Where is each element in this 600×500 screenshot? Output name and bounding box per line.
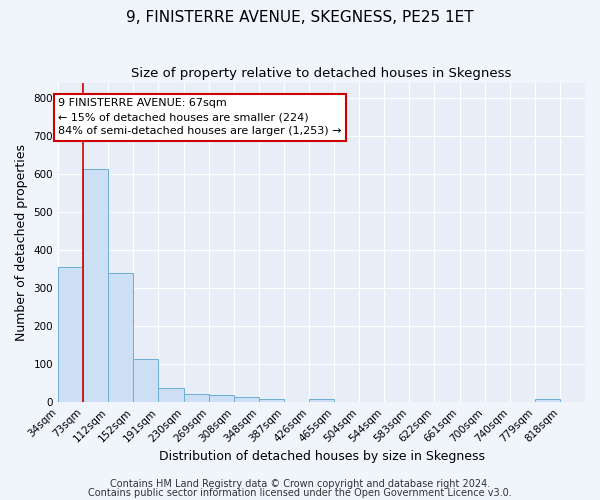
Title: Size of property relative to detached houses in Skegness: Size of property relative to detached ho… bbox=[131, 68, 512, 80]
Bar bbox=[133, 358, 158, 402]
Bar bbox=[108, 273, 133, 402]
Bar bbox=[58, 266, 83, 402]
Bar bbox=[259, 399, 284, 402]
Bar bbox=[158, 388, 184, 402]
Bar bbox=[83, 169, 108, 402]
Text: Contains HM Land Registry data © Crown copyright and database right 2024.: Contains HM Land Registry data © Crown c… bbox=[110, 479, 490, 489]
Bar bbox=[184, 394, 209, 402]
Text: Contains public sector information licensed under the Open Government Licence v3: Contains public sector information licen… bbox=[88, 488, 512, 498]
Bar bbox=[535, 399, 560, 402]
Text: 9, FINISTERRE AVENUE, SKEGNESS, PE25 1ET: 9, FINISTERRE AVENUE, SKEGNESS, PE25 1ET bbox=[126, 10, 474, 25]
Bar bbox=[309, 399, 334, 402]
Text: 9 FINISTERRE AVENUE: 67sqm
← 15% of detached houses are smaller (224)
84% of sem: 9 FINISTERRE AVENUE: 67sqm ← 15% of deta… bbox=[58, 98, 342, 136]
X-axis label: Distribution of detached houses by size in Skegness: Distribution of detached houses by size … bbox=[158, 450, 485, 462]
Y-axis label: Number of detached properties: Number of detached properties bbox=[15, 144, 28, 341]
Bar bbox=[209, 396, 233, 402]
Bar bbox=[233, 397, 259, 402]
